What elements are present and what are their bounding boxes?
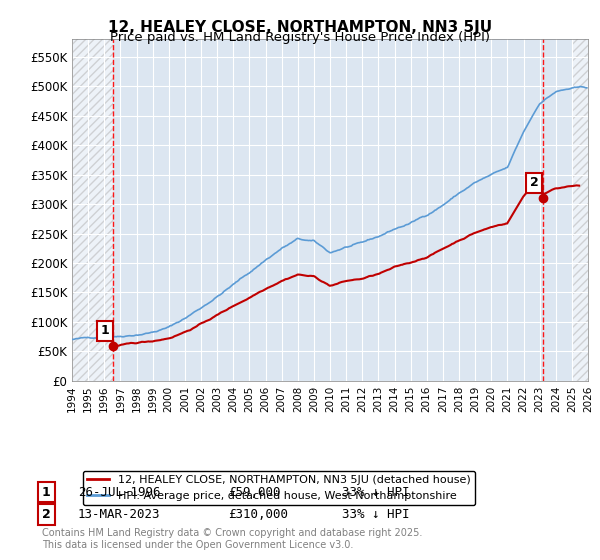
Bar [72, 39, 113, 381]
Text: 2: 2 [42, 508, 51, 521]
Text: £310,000: £310,000 [228, 508, 288, 521]
Text: £59,000: £59,000 [228, 486, 281, 498]
Text: 2: 2 [530, 176, 539, 189]
Text: 12, HEALEY CLOSE, NORTHAMPTON, NN3 5JU: 12, HEALEY CLOSE, NORTHAMPTON, NN3 5JU [108, 20, 492, 35]
Text: 13-MAR-2023: 13-MAR-2023 [78, 508, 161, 521]
Text: 1: 1 [101, 324, 109, 337]
Text: 26-JUL-1996: 26-JUL-1996 [78, 486, 161, 498]
Text: 33% ↓ HPI: 33% ↓ HPI [342, 508, 409, 521]
Text: 1: 1 [42, 486, 51, 498]
Text: Contains HM Land Registry data © Crown copyright and database right 2025.
This d: Contains HM Land Registry data © Crown c… [42, 528, 422, 550]
Text: 33% ↓ HPI: 33% ↓ HPI [342, 486, 409, 498]
Legend: 12, HEALEY CLOSE, NORTHAMPTON, NN3 5JU (detached house), HPI: Average price, det: 12, HEALEY CLOSE, NORTHAMPTON, NN3 5JU (… [83, 470, 475, 505]
Bar [572, 39, 588, 381]
Text: Price paid vs. HM Land Registry's House Price Index (HPI): Price paid vs. HM Land Registry's House … [110, 31, 490, 44]
